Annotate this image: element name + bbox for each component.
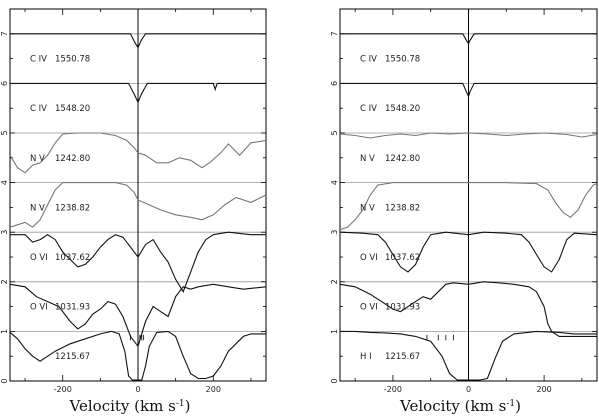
x-tick-label: -200 [384, 385, 402, 394]
y-tick-label: 4 [0, 180, 9, 185]
ion-label: O VI [360, 303, 378, 313]
y-tick-label: 2 [330, 279, 339, 284]
x-tick-label: 0 [466, 385, 471, 394]
y-tick-label: 4 [330, 180, 339, 185]
ion-label: H I [360, 352, 372, 362]
spectrum-line [10, 231, 266, 293]
wavelength-label: 1215.67 [385, 352, 420, 362]
y-tick-label: 7 [0, 31, 9, 36]
wavelength-label: 1548.20 [385, 104, 420, 114]
ion-label: C IV [360, 55, 377, 65]
x-tick-label: 200 [536, 385, 551, 394]
ion-label: O VI [30, 253, 48, 263]
spectrum-line [339, 182, 598, 231]
spectrum-line [9, 132, 267, 174]
ion-label: N V [30, 203, 45, 213]
wavelength-label: 1031.93 [385, 303, 420, 313]
x-axis-title: Velocity (km s-1) [399, 397, 521, 415]
spectrum-line [339, 132, 598, 139]
ion-label: N V [360, 203, 375, 213]
y-tick-label: 5 [330, 130, 339, 135]
spectrum-line [339, 231, 598, 273]
y-tick-label: 0 [330, 378, 339, 383]
spectrum-line [339, 281, 597, 337]
x-tick-label: -200 [54, 385, 72, 394]
y-tick-label: 1 [0, 329, 9, 334]
ion-label: C IV [30, 104, 47, 114]
ion-label: N V [360, 154, 375, 164]
spectrum-line [340, 82, 597, 98]
spectrum-line [9, 182, 267, 228]
y-tick-label: 5 [0, 130, 9, 135]
wavelength-label: 1242.80 [385, 154, 420, 164]
wavelength-label: 1037.62 [385, 253, 420, 263]
spectrum-line [340, 33, 597, 45]
spectrum-line [10, 82, 266, 104]
chart-panel-right: 0 1 2 3 4 5 6 7 -200 0 200 C IV 1550.78 C IV 1548.20 N … [330, 8, 598, 415]
wavelength-label: 1215.67 [55, 352, 90, 362]
wavelength-label: 1550.78 [385, 55, 420, 65]
y-tick-label: 7 [330, 31, 339, 36]
spectrum-line [340, 330, 597, 381]
ion-label: C IV [30, 55, 47, 65]
wavelength-label: 1548.20 [55, 104, 90, 114]
ion-label: O VI [30, 303, 48, 313]
x-tick-label: 200 [206, 385, 221, 394]
y-tick-label: 3 [0, 230, 9, 235]
chart-panel-left: 0 1 2 3 4 5 6 7 -200 0 200 C IV 1550.78 C IV 1548.20 N … [0, 8, 267, 415]
wavelength-label: 1550.78 [55, 55, 90, 65]
y-tick-label: 1 [330, 329, 339, 334]
wavelength-label: 1031.93 [55, 303, 90, 313]
x-axis-title: Velocity (km s-1) [69, 397, 191, 415]
ion-label: O VI [360, 253, 378, 263]
spectrum-line [10, 33, 266, 49]
wavelength-label: 1238.82 [55, 203, 90, 213]
y-tick-label: 6 [330, 81, 339, 86]
y-tick-label: 6 [0, 81, 9, 86]
ion-label: C IV [360, 104, 377, 114]
spectrum-line [9, 330, 266, 381]
wavelength-label: 1242.80 [55, 154, 90, 164]
ion-label: N V [30, 154, 45, 164]
wavelength-label: 1037.62 [55, 253, 90, 263]
y-tick-label: 2 [0, 279, 9, 284]
y-tick-label: 3 [330, 230, 339, 235]
wavelength-label: 1238.82 [385, 203, 420, 213]
x-tick-label: 0 [135, 385, 140, 394]
y-tick-label: 0 [0, 378, 9, 383]
